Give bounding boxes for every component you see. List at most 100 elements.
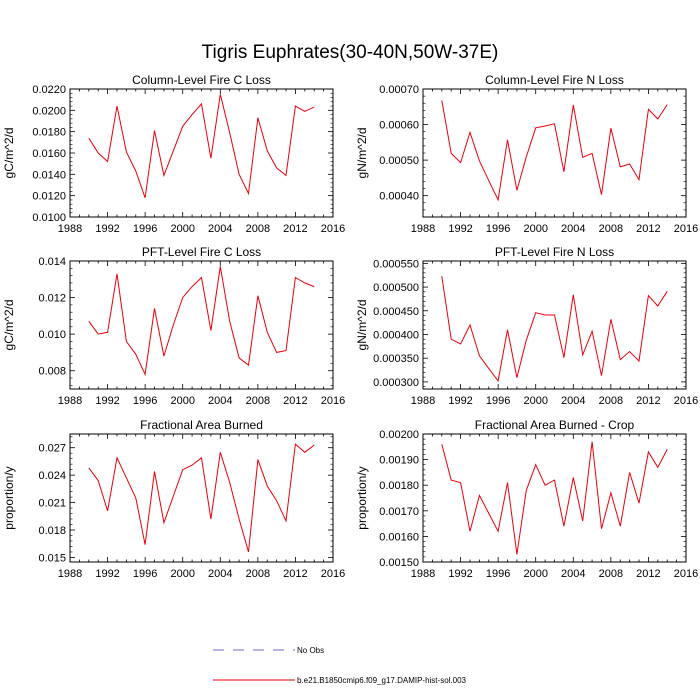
x-tick-label: 1988 — [411, 223, 435, 235]
y-axis-label: gC/m^2/d — [2, 128, 16, 179]
legend-model-label: b.e21.B1850cmip6.f09_g17.DAMIP-hist-sol.… — [297, 676, 467, 685]
x-tick-label: 2008 — [599, 568, 623, 580]
legend-no-obs-label: No Obs — [297, 646, 324, 655]
y-tick-label: 0.00200 — [379, 429, 419, 441]
x-tick-label: 1988 — [58, 223, 82, 235]
series-line — [88, 266, 315, 377]
legend: No Obs b.e21.B1850cmip6.f09_g17.DAMIP-hi… — [213, 646, 467, 685]
x-tick-label: 1992 — [95, 223, 119, 235]
y-tick-label: 0.000400 — [373, 329, 419, 341]
chart-panel-3: PFT-Level Fire C Loss gC/m^2/d 1988 1992 199… — [2, 245, 345, 407]
chart-panel-5: Fractional Area Burned proportion/y 1988 19… — [2, 418, 345, 580]
x-tick-label: 2004 — [208, 223, 232, 235]
x-tick-label: 1996 — [133, 223, 157, 235]
x-tick-label: 2016 — [321, 395, 345, 407]
x-tick-label: 1992 — [448, 395, 472, 407]
x-tick-label: 1992 — [448, 568, 472, 580]
y-tick-label: 0.021 — [38, 498, 66, 510]
y-tick-label: 0.0140 — [32, 169, 66, 181]
x-tick-label: 2008 — [246, 568, 270, 580]
x-tick-label: 1988 — [58, 395, 82, 407]
plot-frame — [422, 88, 687, 218]
y-tick-label: 0.0160 — [32, 148, 66, 160]
y-tick-label: 0.0220 — [32, 84, 66, 96]
x-tick-label: 1988 — [58, 568, 82, 580]
y-axis-label: proportion/y — [2, 466, 16, 529]
series-line — [88, 443, 315, 553]
x-tick-label: 1992 — [95, 568, 119, 580]
series-line — [441, 441, 668, 555]
x-tick-label: 2012 — [283, 568, 307, 580]
y-tick-label: 0.0100 — [32, 212, 66, 224]
x-tick-label: 2016 — [674, 395, 698, 407]
y-tick-label: 0.00160 — [379, 531, 419, 543]
panel-title: Column-Level Fire N Loss — [485, 73, 624, 87]
x-tick-label: 2012 — [283, 395, 307, 407]
y-axis-label: gC/m^2/d — [2, 300, 16, 351]
x-tick-label: 2000 — [523, 395, 547, 407]
x-tick-label: 2008 — [246, 395, 270, 407]
y-tick-label: 0.00040 — [379, 191, 419, 203]
x-tick-label: 1996 — [486, 223, 510, 235]
x-tick-label: 2000 — [170, 568, 194, 580]
x-tick-label: 2004 — [561, 223, 585, 235]
panel-title: Fractional Area Burned — [140, 418, 263, 432]
x-tick-label: 2004 — [561, 568, 585, 580]
x-tick-label: 2004 — [208, 568, 232, 580]
series-line — [88, 94, 315, 198]
x-tick-label: 1996 — [486, 395, 510, 407]
panel-title: Column-Level Fire C Loss — [132, 73, 271, 87]
x-tick-label: 2016 — [321, 223, 345, 235]
x-tick-label: 2012 — [636, 568, 660, 580]
x-tick-label: 2012 — [636, 223, 660, 235]
plot-frame — [422, 260, 687, 390]
x-tick-label: 1996 — [133, 568, 157, 580]
y-tick-label: 0.000550 — [373, 258, 419, 270]
y-tick-label: 0.00180 — [379, 480, 419, 492]
y-axis-label: proportion/y — [355, 466, 369, 529]
y-tick-label: 0.000350 — [373, 353, 419, 365]
panel-title: PFT-Level Fire C Loss — [142, 245, 261, 259]
y-tick-label: 0.000300 — [373, 377, 419, 389]
y-tick-label: 0.00170 — [379, 506, 419, 518]
plot-frame — [422, 433, 687, 563]
x-tick-label: 2016 — [674, 568, 698, 580]
y-tick-label: 0.008 — [38, 366, 66, 378]
y-tick-label: 0.012 — [38, 293, 66, 305]
x-tick-label: 1992 — [448, 223, 472, 235]
panels: Column-Level Fire C Loss gC/m^2/d 1988 1992… — [2, 73, 698, 580]
y-tick-label: 0.027 — [38, 443, 66, 455]
y-tick-label: 0.0200 — [32, 105, 66, 117]
y-tick-label: 0.0180 — [32, 127, 66, 139]
x-tick-label: 2004 — [561, 395, 585, 407]
x-tick-label: 2008 — [599, 223, 623, 235]
chart-panel-6: Fractional Area Burned - Crop proportion/… — [355, 418, 698, 580]
y-tick-label: 0.024 — [38, 470, 66, 482]
x-tick-label: 1988 — [411, 568, 435, 580]
y-tick-label: 0.00070 — [379, 84, 419, 96]
x-tick-label: 1992 — [95, 395, 119, 407]
x-tick-label: 2008 — [246, 223, 270, 235]
x-tick-label: 1996 — [486, 568, 510, 580]
y-tick-label: 0.00050 — [379, 155, 419, 167]
y-axis-label: gN/m^2/d — [355, 128, 369, 179]
panel-title: PFT-Level Fire N Loss — [495, 245, 614, 259]
x-tick-label: 2012 — [283, 223, 307, 235]
x-tick-label: 2000 — [523, 568, 547, 580]
y-tick-label: 0.00150 — [379, 557, 419, 569]
y-tick-label: 0.00060 — [379, 120, 419, 132]
x-tick-label: 2000 — [170, 223, 194, 235]
series-line — [441, 100, 668, 202]
x-tick-label: 2012 — [636, 395, 660, 407]
y-tick-label: 0.014 — [38, 256, 66, 268]
y-tick-label: 0.00190 — [379, 455, 419, 467]
x-tick-label: 2000 — [523, 223, 547, 235]
x-tick-label: 1996 — [133, 395, 157, 407]
y-tick-label: 0.018 — [38, 525, 66, 537]
x-tick-label: 2008 — [599, 395, 623, 407]
series-line — [441, 276, 668, 383]
chart-panel-4: PFT-Level Fire N Loss gN/m^2/d 1988 1992 199… — [355, 245, 698, 407]
x-tick-label: 2016 — [674, 223, 698, 235]
figure-title: Tigris Euphrates(30-40N,50W-37E) — [202, 42, 499, 63]
